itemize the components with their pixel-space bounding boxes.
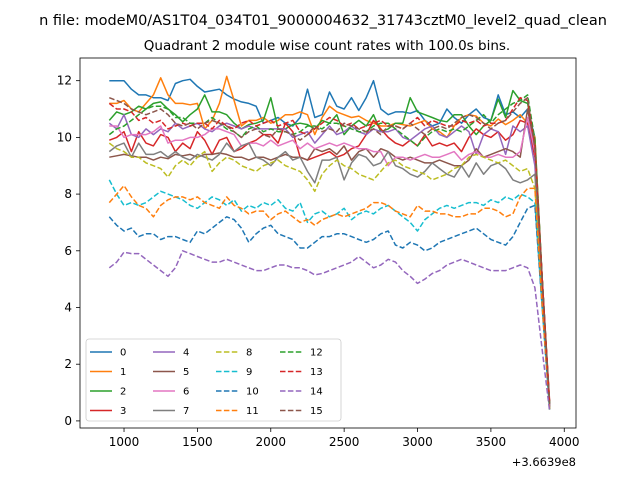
x-tick-label-4000: 4000 bbox=[549, 435, 580, 449]
y-tick-label-0: 0 bbox=[64, 414, 72, 428]
series-line-10 bbox=[108, 204, 551, 410]
legend-label-1: 1 bbox=[120, 367, 126, 378]
series-layer bbox=[108, 75, 551, 412]
x-tick-label-2500: 2500 bbox=[329, 435, 360, 449]
figure-suptitle: n file: modeM0/AS1T04_034T01_9000004632_… bbox=[39, 13, 607, 29]
chart-title: Quadrant 2 module wise count rates with … bbox=[144, 38, 510, 54]
legend-label-6: 6 bbox=[183, 387, 189, 398]
legend-label-0: 0 bbox=[120, 348, 126, 359]
axes-frame bbox=[79, 57, 577, 429]
legend-label-13: 13 bbox=[310, 367, 323, 378]
legend-frame bbox=[85, 338, 342, 422]
series-line-0 bbox=[109, 78, 551, 404]
series-line-8 bbox=[108, 142, 551, 410]
series-line-12 bbox=[108, 94, 551, 404]
legend-label-3: 3 bbox=[120, 406, 126, 417]
legend-label-9: 9 bbox=[246, 367, 252, 378]
y-tick-label-2: 2 bbox=[64, 357, 72, 371]
x-offset-label: +3.6639e8 bbox=[512, 455, 576, 469]
series-line-6 bbox=[109, 116, 551, 407]
x-axis: 1000 1500 2000 2500 3000 3500 4000 bbox=[109, 428, 580, 449]
legend-label-4: 4 bbox=[183, 348, 189, 359]
x-tick-label-2000: 2000 bbox=[255, 435, 286, 449]
series-line-3 bbox=[109, 119, 551, 402]
series-line-15 bbox=[109, 96, 551, 404]
series-line-7 bbox=[108, 142, 551, 407]
legend-label-11: 11 bbox=[246, 406, 259, 417]
y-tick-label-12: 12 bbox=[57, 74, 72, 88]
y-tick-label-6: 6 bbox=[64, 244, 72, 258]
x-tick-label-3500: 3500 bbox=[476, 435, 507, 449]
legend-label-10: 10 bbox=[246, 387, 259, 398]
legend-label-12: 12 bbox=[310, 348, 323, 359]
series-line-13 bbox=[108, 96, 551, 404]
legend-label-8: 8 bbox=[246, 348, 252, 359]
x-tick-label-1000: 1000 bbox=[109, 435, 140, 449]
legend-label-14: 14 bbox=[310, 387, 323, 398]
y-tick-label-4: 4 bbox=[64, 301, 72, 315]
legend-label-15: 15 bbox=[310, 406, 323, 417]
y-tick-label-8: 8 bbox=[64, 187, 72, 201]
series-line-1 bbox=[109, 75, 551, 407]
series-line-9 bbox=[108, 179, 551, 410]
legend-label-5: 5 bbox=[183, 367, 189, 378]
series-line-11 bbox=[108, 184, 551, 410]
series-line-14 bbox=[108, 250, 551, 412]
y-tick-label-10: 10 bbox=[57, 130, 72, 144]
x-tick-label-3000: 3000 bbox=[402, 435, 433, 449]
y-axis: 0 2 4 6 8 10 12 bbox=[57, 74, 80, 428]
legend-label-7: 7 bbox=[183, 406, 189, 417]
series-line-5 bbox=[109, 108, 551, 407]
x-tick-label-1500: 1500 bbox=[182, 435, 213, 449]
legend-label-2: 2 bbox=[120, 387, 126, 398]
